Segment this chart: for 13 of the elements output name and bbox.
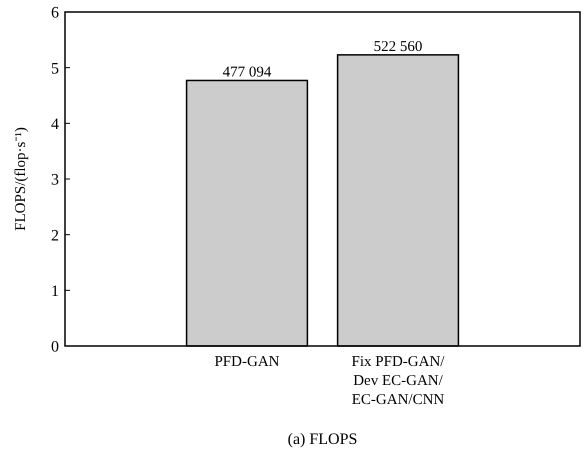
y-axis-title: FLOPS/(flop·s⁻¹) — [13, 127, 29, 231]
annotation: 522 560 — [374, 38, 422, 55]
y-tick-label: 2 — [51, 227, 59, 244]
annotation: 477 094 — [222, 64, 272, 80]
y-tick-label: 6 — [51, 4, 59, 22]
text: (a) FLOPS — [288, 431, 358, 448]
y-tick-label: 0 — [51, 338, 59, 356]
y-tick-label: 1 — [51, 282, 59, 300]
x-tick-label: Fix PFD-GAN/ Dev EC-GAN/ EC-GAN/CNN — [352, 354, 446, 408]
x-tick-label: PFD-GAN — [214, 354, 280, 370]
y-tick-label: 3 — [51, 172, 59, 189]
y-tick-label: 4 — [51, 116, 59, 133]
y-tick-label: 5 — [51, 60, 59, 78]
